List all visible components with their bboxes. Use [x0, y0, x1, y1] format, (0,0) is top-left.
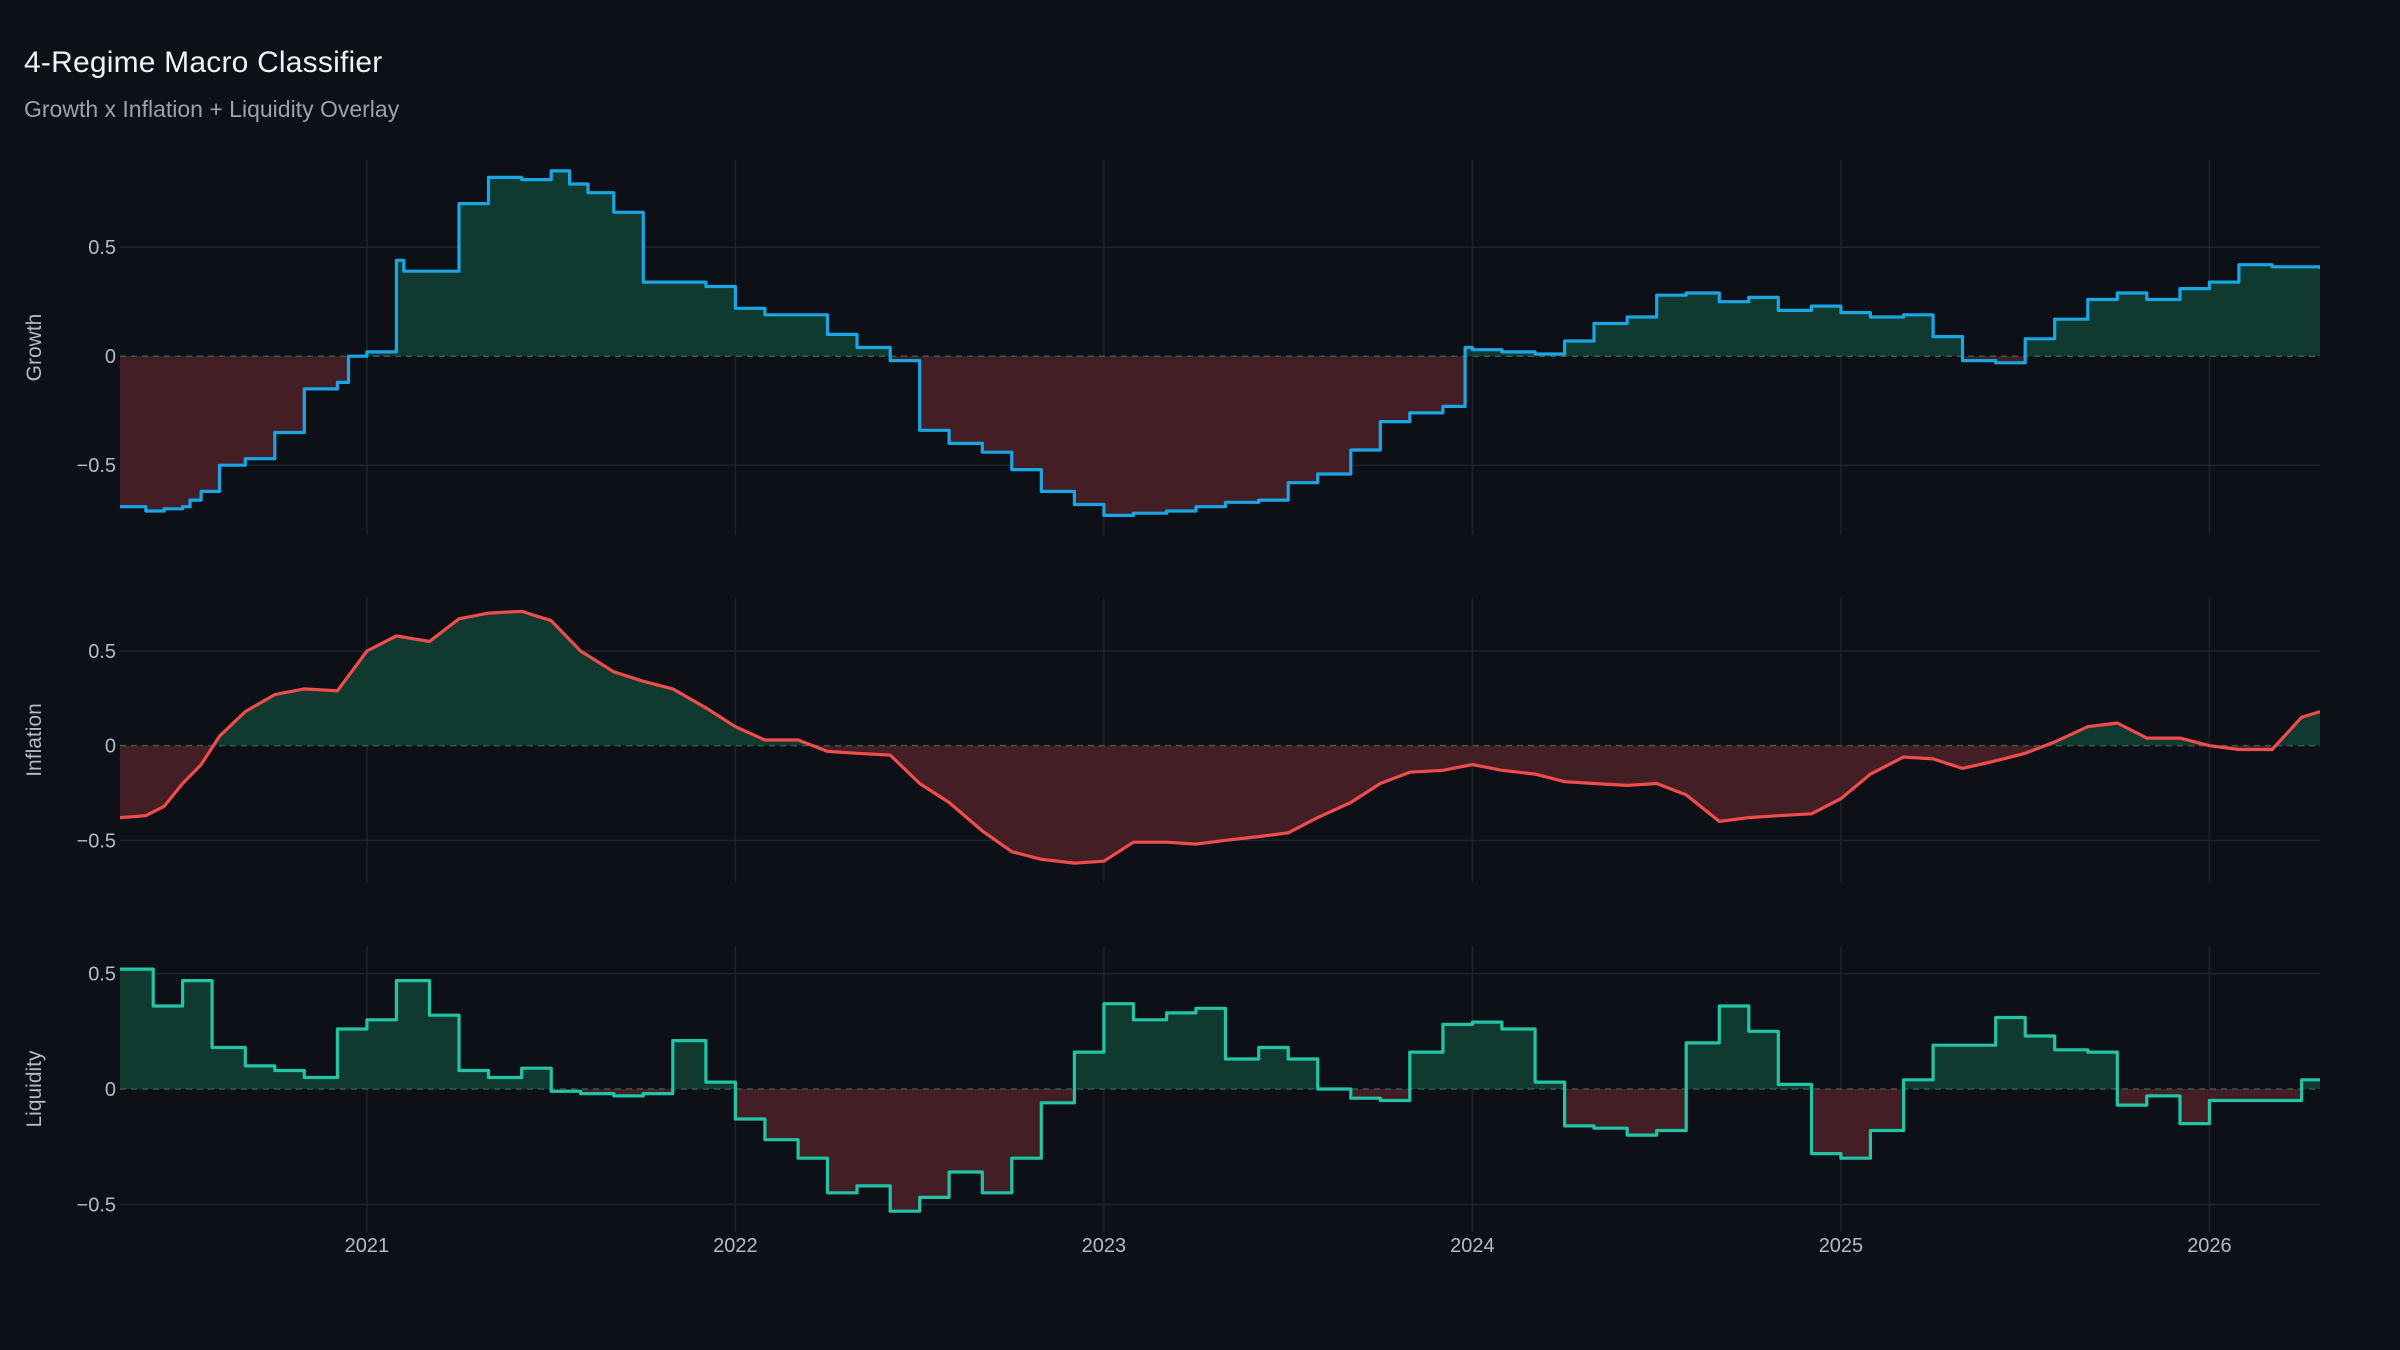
xtick-label-2026: 2026 [2187, 1235, 2232, 1257]
inflation-series-line [120, 609, 2320, 865]
xtick-label-2023: 2023 [1082, 1235, 1127, 1257]
liquidity-ytick-label: 0.5 [88, 964, 116, 986]
inflation-ytick-label: −0.5 [77, 830, 116, 852]
growth-series-line [120, 169, 2320, 517]
inflation-ytick-label: 0 [105, 736, 116, 758]
xtick-label-2021: 2021 [345, 1235, 390, 1257]
xtick-label-2025: 2025 [1819, 1235, 1864, 1257]
chart-header: 4-Regime Macro Classifier Growth x Infla… [24, 46, 399, 123]
liquidity-ytick-label: −0.5 [77, 1194, 116, 1216]
growth-axis-title: Growth [23, 314, 46, 382]
growth-panel: −0.5 0 0.5 Growth [23, 160, 2320, 535]
liquidity-panel: −0.5 0 0.5 Liquidity 2021 2022 2023 2024 2025 202… [23, 946, 2320, 1257]
inflation-panel: −0.5 0 0.5 Inflation [23, 598, 2320, 882]
liquidity-negative-area [120, 1089, 2320, 1212]
liquidity-positive-area [120, 969, 2320, 1089]
inflation-ytick-label: 0.5 [88, 641, 116, 663]
xtick-label-2024: 2024 [1450, 1235, 1495, 1257]
liquidity-ytick-label: 0 [105, 1079, 116, 1101]
growth-ytick-label: 0.5 [88, 237, 116, 259]
inflation-negative-area [120, 745, 2320, 864]
growth-negative-area [120, 356, 2320, 516]
growth-ytick-label: 0 [105, 346, 116, 368]
inflation-axis-title: Inflation [23, 703, 46, 777]
chart-subtitle: Growth x Inflation + Liquidity Overlay [24, 96, 400, 122]
chart-title: 4-Regime Macro Classifier [24, 46, 383, 79]
xtick-label-2022: 2022 [713, 1235, 758, 1257]
liquidity-series-line [120, 967, 2320, 1213]
growth-positive-area [348, 170, 2320, 357]
liquidity-axis-title: Liquidity [23, 1050, 46, 1128]
growth-ytick-label: −0.5 [77, 455, 116, 477]
inflation-positive-area [213, 611, 2320, 746]
